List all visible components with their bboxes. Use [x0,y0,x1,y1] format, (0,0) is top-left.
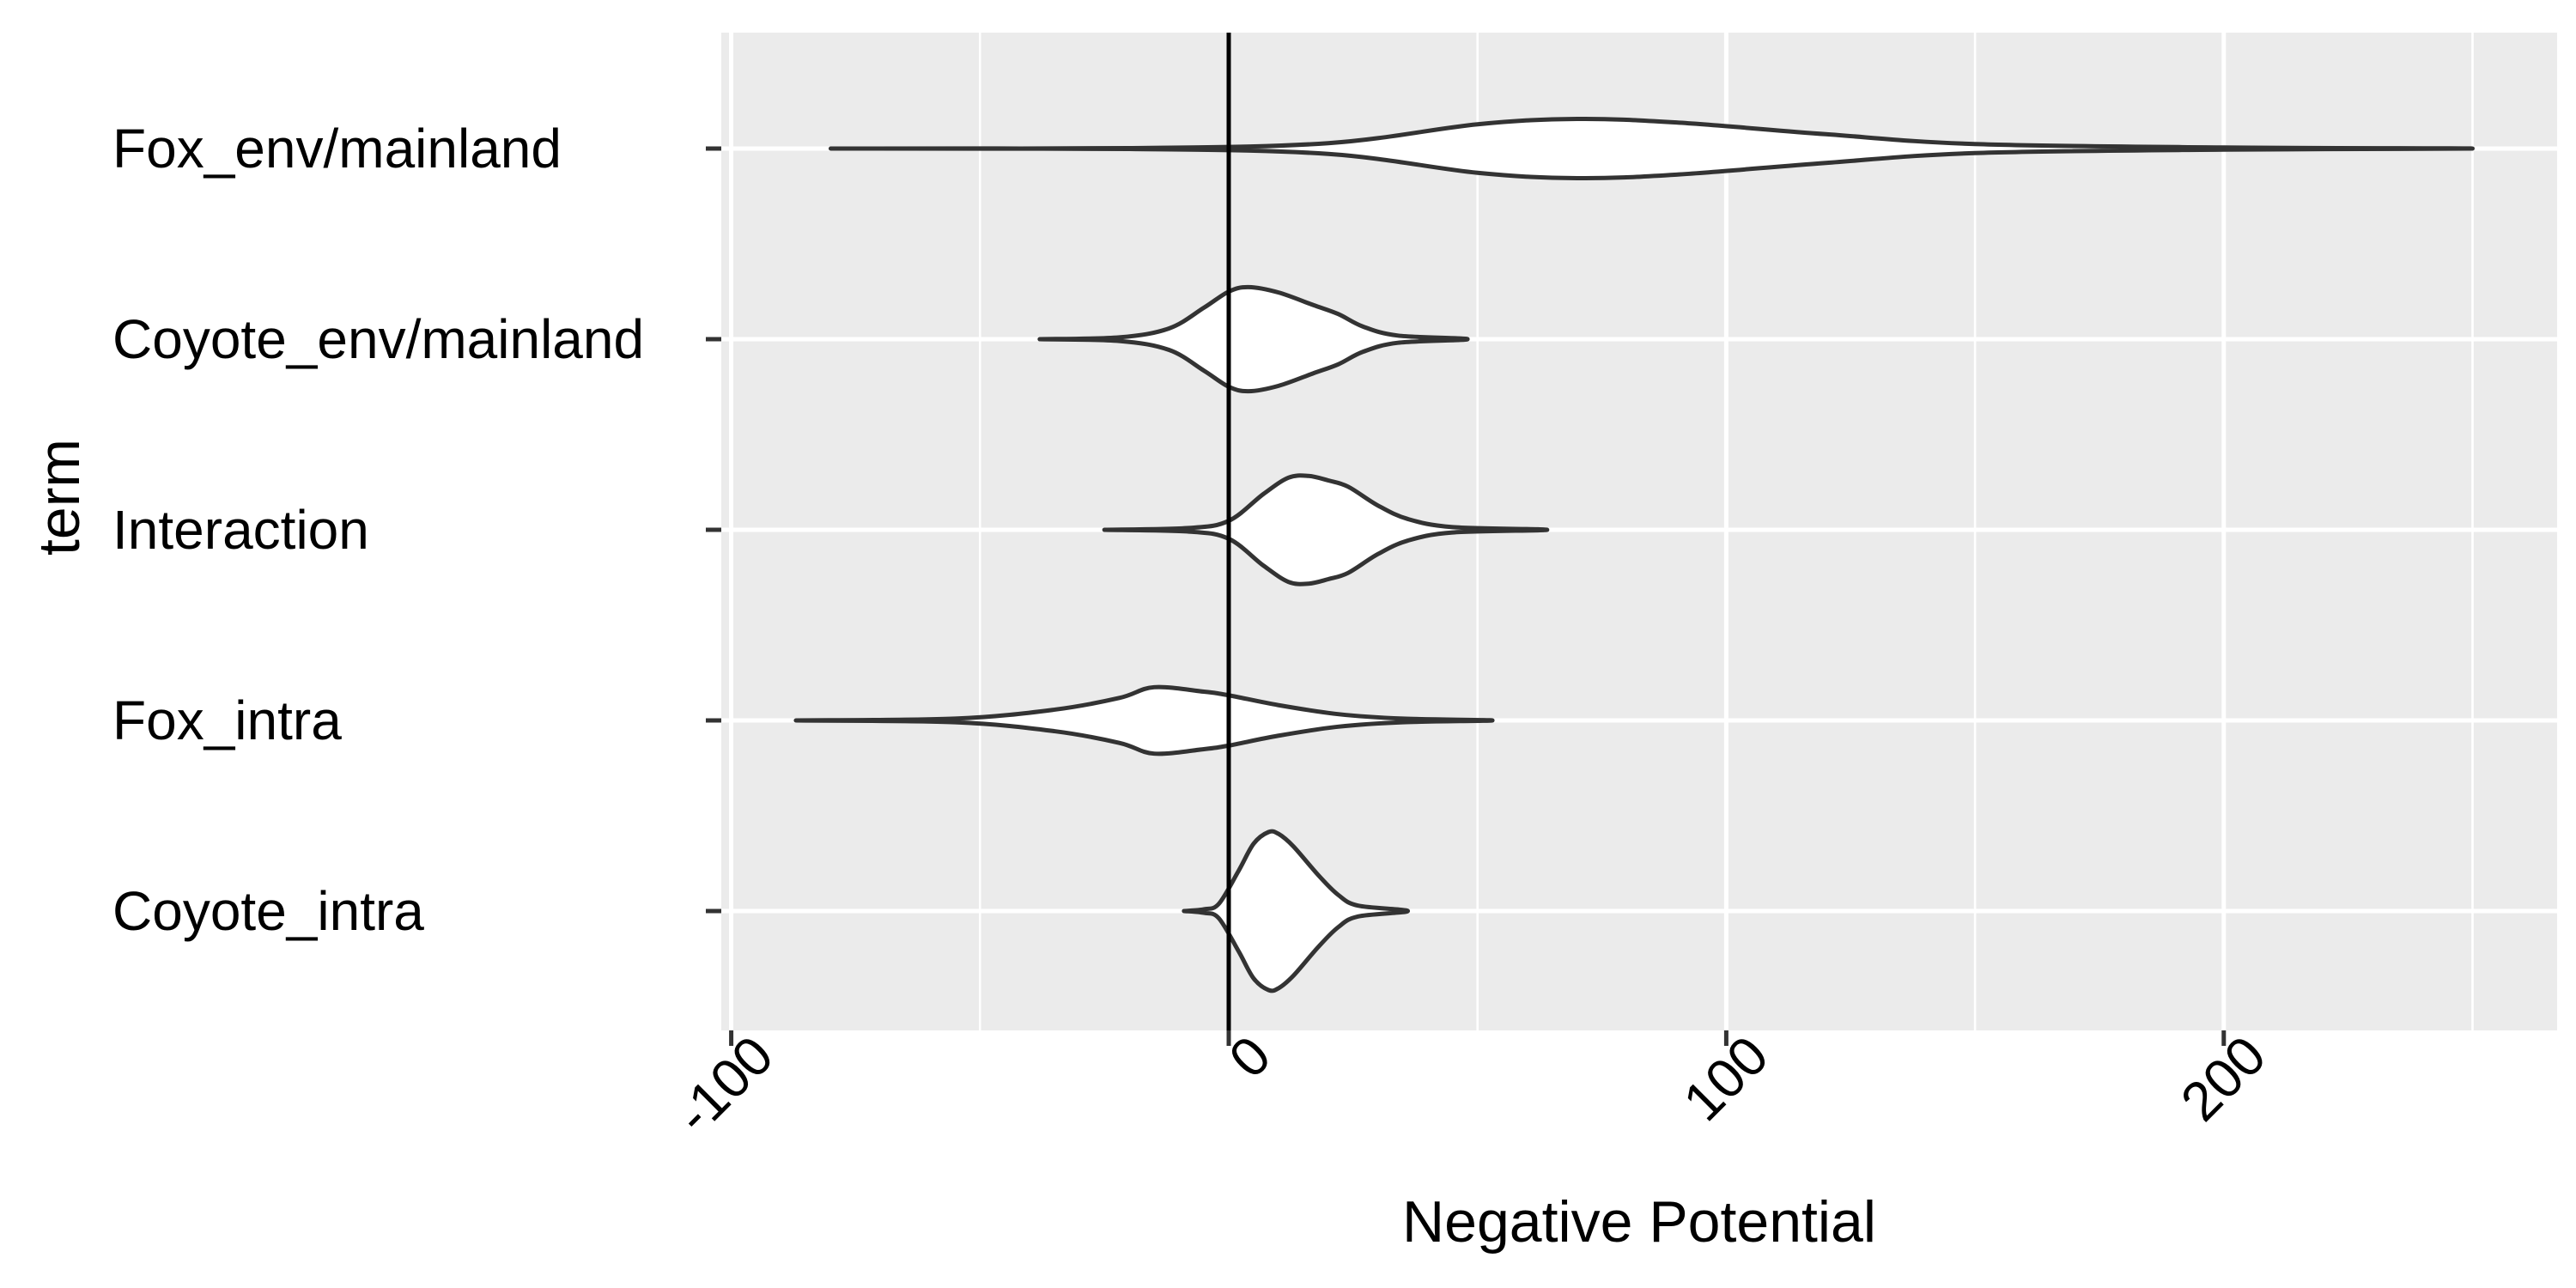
x-tick-label: 100 [1671,1024,1779,1133]
x-tick-label: 200 [2169,1024,2277,1133]
x-tick-label: -100 [664,1024,785,1145]
x-axis-title: Negative Potential [1402,1189,1876,1255]
violin-interaction [1102,473,1550,586]
y-tick-label: Fox_env/mainland [112,118,562,179]
y-tick-label: Coyote_env/mainland [112,308,644,370]
violin-fox-env-mainland [828,116,2475,181]
y-axis-title: term [27,439,92,556]
violin-fox-intra [793,684,1495,756]
violins [793,116,2475,993]
violin-coyote-env-mainland [1037,284,1470,394]
y-axis-tick-labels: Fox_env/mainland Coyote_env/mainland Inter… [112,118,644,942]
y-axis-ticks [706,146,721,914]
x-axis-tick-labels: -100 0 100 200 [664,1024,2278,1145]
y-tick-label: Interaction [112,499,369,561]
y-tick-label: Coyote_intra [112,880,424,942]
violin-coyote-intra [1182,829,1411,993]
x-axis-ticks [729,1030,2227,1046]
y-tick-label: Fox_intra [112,690,342,751]
